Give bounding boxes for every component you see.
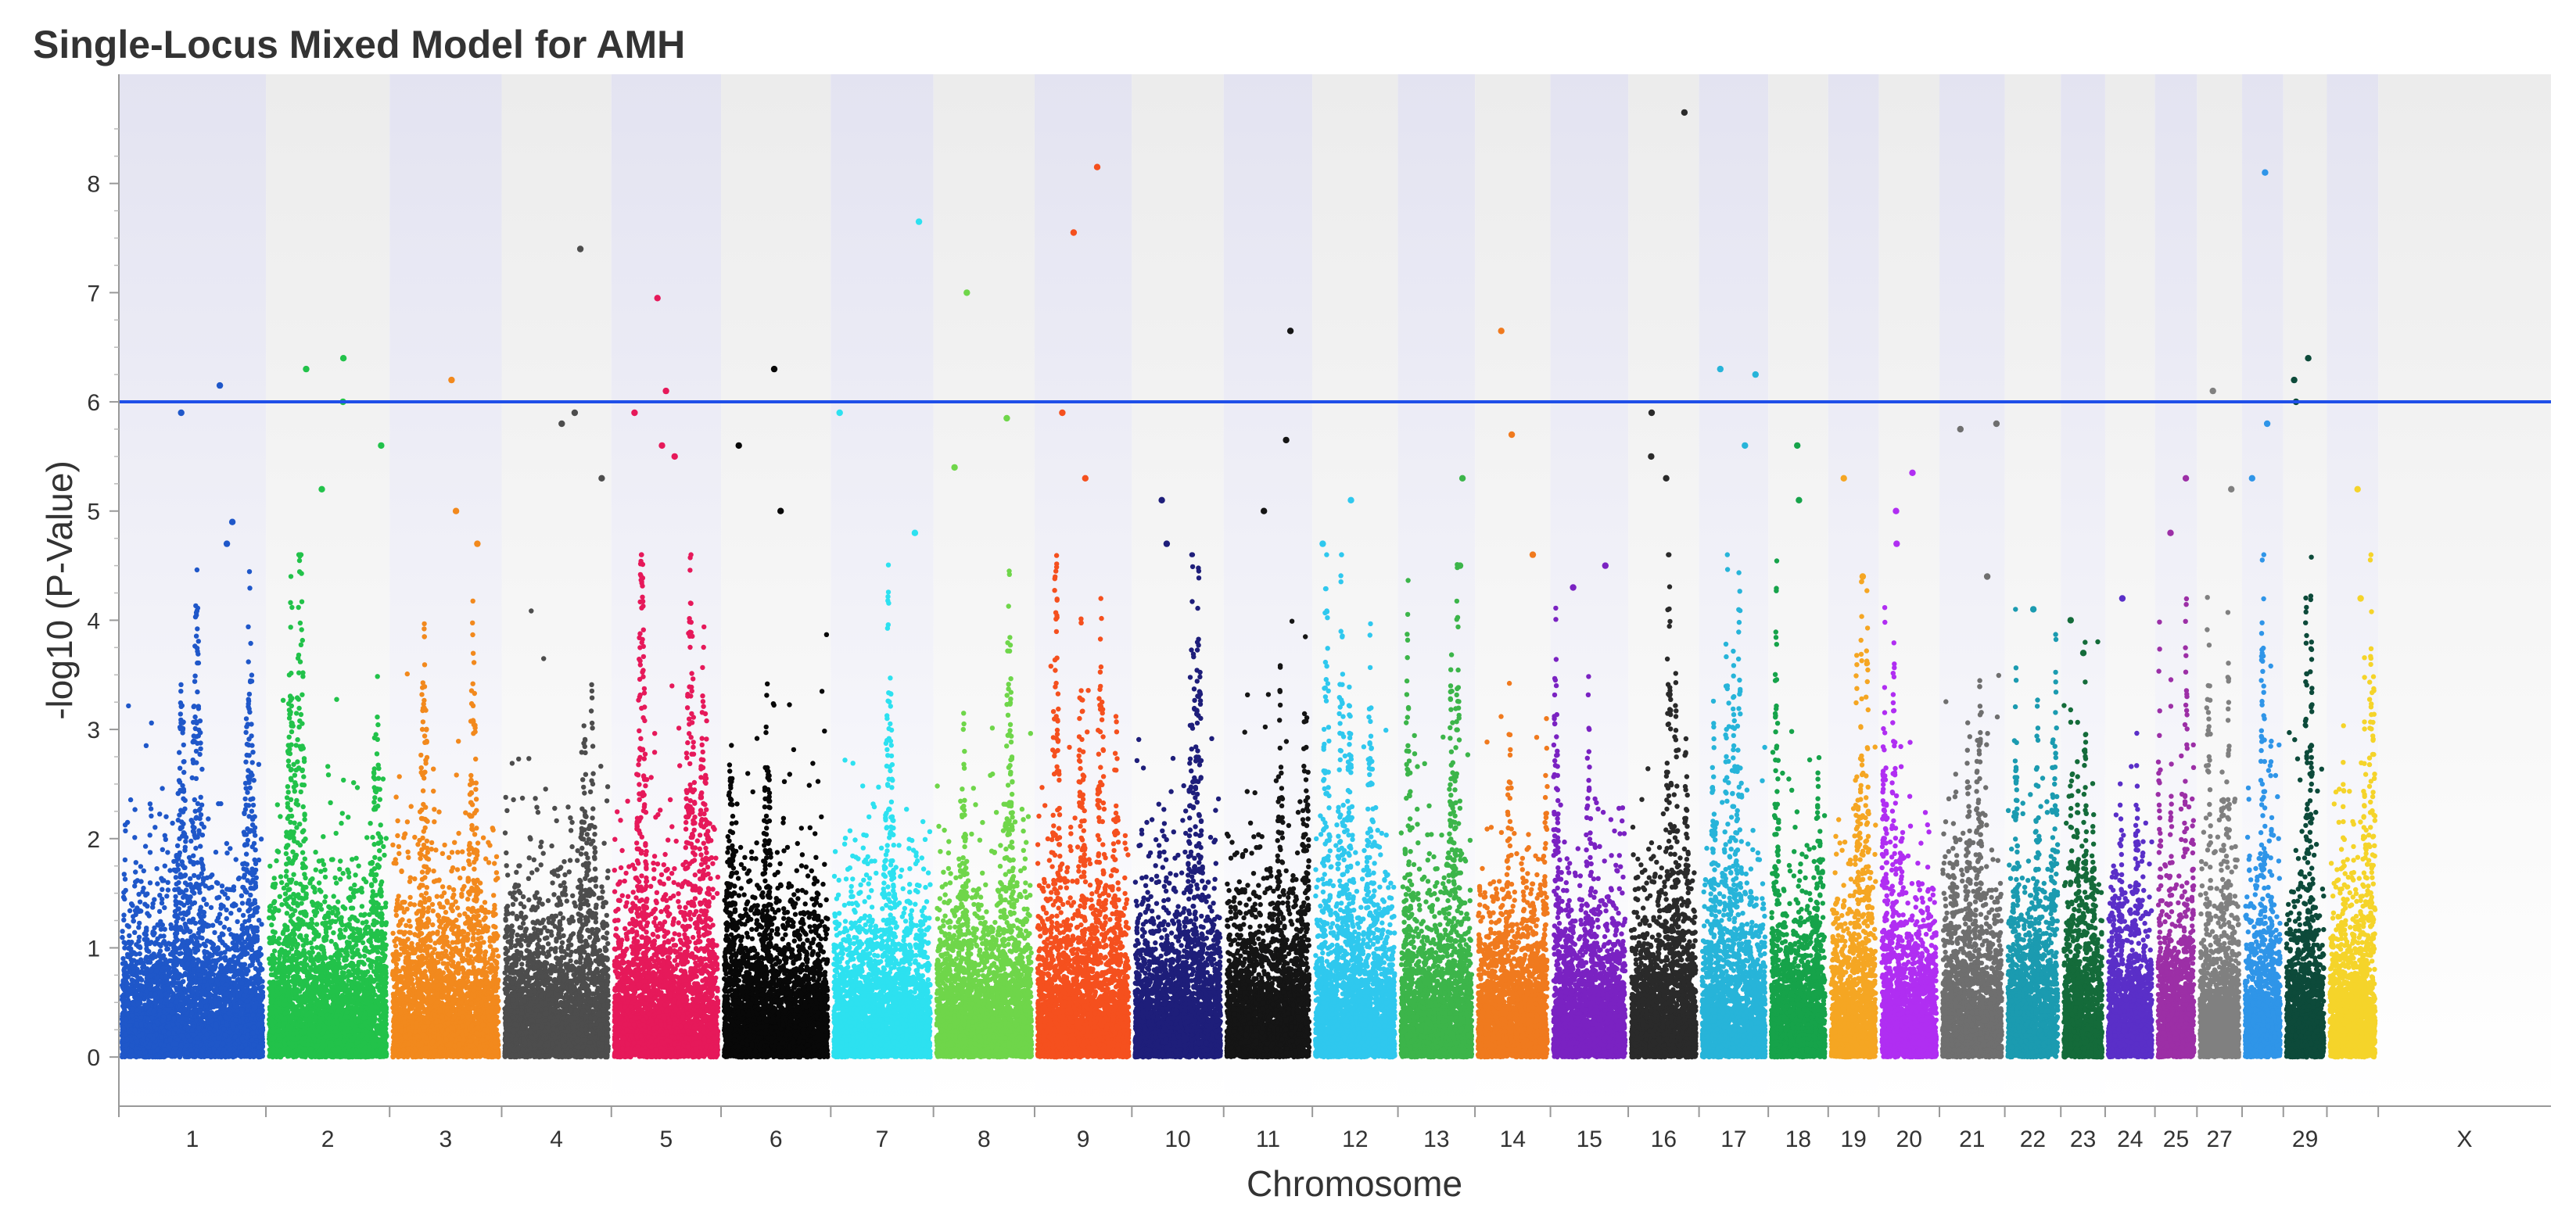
- snp-point: [144, 743, 149, 748]
- snp-point: [178, 766, 182, 771]
- snp-point: [157, 811, 162, 816]
- snp-point: [234, 857, 239, 861]
- snp-point: [121, 912, 126, 917]
- snp-point: [199, 795, 203, 800]
- snp-point: [178, 689, 183, 693]
- snp-point: [240, 901, 245, 905]
- snp-point: [224, 851, 229, 855]
- snp-point: [248, 893, 253, 897]
- snp-point: [157, 909, 162, 914]
- snp-point: [250, 750, 255, 754]
- snp-point: [152, 825, 157, 829]
- snp-point: [247, 692, 252, 697]
- snp-point: [160, 887, 164, 892]
- snp-point: [148, 801, 152, 806]
- snp-point: [196, 733, 201, 738]
- snp-point: [122, 897, 127, 901]
- chromosome-band: [1878, 74, 1939, 1106]
- snp-point: [188, 839, 193, 844]
- snp-point: [127, 933, 131, 938]
- snp-point: [149, 814, 153, 818]
- snp-point: [181, 770, 186, 775]
- snp-point: [160, 786, 164, 790]
- snp-point: [199, 767, 204, 772]
- snp-point: [213, 850, 218, 854]
- snp-point: [170, 821, 174, 826]
- snp-point: [196, 639, 201, 643]
- chromosome-band: [2378, 74, 2551, 1106]
- snp-point: [192, 733, 196, 738]
- snp-point: [178, 682, 183, 687]
- snp-point: [134, 860, 138, 865]
- snp-point: [249, 672, 254, 677]
- snp-point: [138, 864, 143, 869]
- snp-point: [224, 841, 229, 846]
- snp-point: [192, 797, 197, 802]
- snp-point: [247, 569, 252, 574]
- snp-point: [198, 807, 203, 811]
- snp-point: [132, 883, 137, 888]
- snp-point: [149, 806, 153, 811]
- snp-point: [187, 929, 192, 934]
- snp-point: [193, 604, 198, 608]
- snp-point: [163, 815, 168, 819]
- snp-point: [212, 930, 217, 935]
- snp-point: [248, 641, 253, 646]
- snp-point: [244, 851, 249, 856]
- snp-point: [132, 930, 137, 935]
- snp-point: [223, 892, 228, 897]
- snp-point: [236, 876, 241, 881]
- snp-point: [120, 961, 125, 965]
